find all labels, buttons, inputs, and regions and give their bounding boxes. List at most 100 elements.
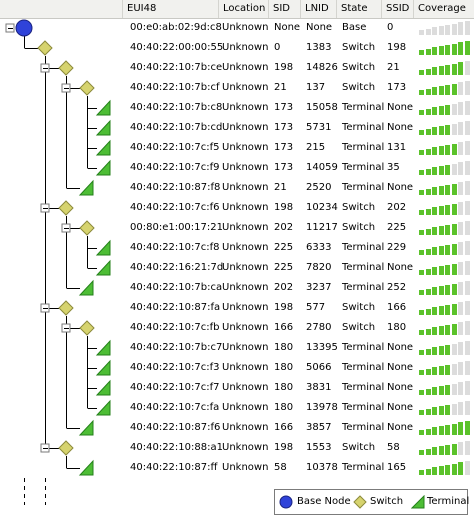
table-row[interactable]: 40:40:22:10:7c:fa Unknown 180 13978 Terminal… xyxy=(122,398,474,418)
table-row[interactable]: 40:40:22:10:7c:f7 Unknown 180 3831 Terminal N… xyxy=(122,378,474,398)
table-row[interactable]: 40:40:22:10:7b:cf Unknown 21 137 Switch 173 xyxy=(122,78,474,98)
ssid-cell: None xyxy=(387,382,414,393)
coverage-bar xyxy=(445,364,450,375)
coverage-bars xyxy=(419,40,471,55)
table-row[interactable]: 40:40:22:16:21:7d Unknown 225 7820 Terminal N… xyxy=(122,258,474,278)
table-row[interactable]: 40:40:22:10:7b:cd Unknown 173 5731 Terminal N… xyxy=(122,118,474,138)
eui48-cell: 40:40:22:10:7c:f6 xyxy=(130,202,220,213)
table-row[interactable]: 40:40:22:10:87:ff Unknown 58 10378 Terminal 1… xyxy=(122,458,474,478)
coverage-bar xyxy=(451,323,457,335)
coverage-bar xyxy=(458,282,463,295)
table-row[interactable]: 40:40:22:10:87:fa Unknown 198 577 Switch 166 xyxy=(122,298,474,318)
coverage-bar xyxy=(425,308,431,315)
eui48-cell: 40:40:22:10:7c:f9 xyxy=(130,162,220,173)
table-row[interactable]: 40:40:22:10:7c:f9 Unknown 173 14059 Terminal… xyxy=(122,158,474,178)
coverage-bars xyxy=(419,400,471,415)
lnid-cell: 5731 xyxy=(306,122,332,133)
column-header-location[interactable]: Location xyxy=(218,0,268,18)
column-header-ssid[interactable]: SSID xyxy=(381,0,413,18)
table-row[interactable]: 40:40:22:10:88:a1 Unknown 198 1553 Switch 58 xyxy=(122,438,474,458)
coverage-bar xyxy=(438,406,444,415)
table-row[interactable]: 40:40:22:10:7c:fb Unknown 166 2780 Switch 180 xyxy=(122,318,474,338)
coverage-bars xyxy=(419,440,471,455)
table-row[interactable]: 40:40:22:10:87:f6 Unknown 166 3857 Terminal N… xyxy=(122,418,474,438)
terminal-icon xyxy=(95,399,111,416)
terminal-icon xyxy=(411,495,425,509)
lnid-cell: 1383 xyxy=(306,42,332,53)
coverage-bar xyxy=(419,90,424,95)
lnid-cell: 2520 xyxy=(306,182,332,193)
coverage-bar xyxy=(425,448,431,455)
coverage-bar xyxy=(432,147,437,155)
coverage-bar xyxy=(438,266,444,275)
coverage-bars xyxy=(419,160,471,175)
coverage-bar xyxy=(445,284,450,295)
table-row[interactable]: 40:40:22:10:7b:c7 Unknown 180 13395 Terminal… xyxy=(122,338,474,358)
table-row[interactable]: 40:40:22:10:7b:ca Unknown 202 3237 Terminal 2… xyxy=(122,278,474,298)
coverage-bar xyxy=(432,427,437,435)
coverage-bars xyxy=(419,360,471,375)
state-cell: Base xyxy=(342,22,367,33)
table-row[interactable]: 40:40:22:10:7c:f3 Unknown 180 5066 Terminal N… xyxy=(122,358,474,378)
lnid-cell: 3831 xyxy=(306,382,332,393)
sid-cell: 180 xyxy=(274,382,294,393)
eui48-cell: 40:40:22:10:7b:cf xyxy=(130,82,220,93)
table-row[interactable]: 40:40:22:10:7b:ce Unknown 198 14826 Switch 21 xyxy=(122,58,474,78)
coverage-bar xyxy=(419,250,424,255)
table-row[interactable]: 40:40:22:00:00:55 Unknown 0 1383 Switch 198 xyxy=(122,38,474,58)
lnid-cell: 10378 xyxy=(306,462,338,473)
coverage-bars xyxy=(419,80,471,95)
coverage-bar xyxy=(425,428,431,435)
coverage-bar xyxy=(419,470,424,475)
column-header-state[interactable]: State xyxy=(336,0,381,18)
eui48-cell: 40:40:22:10:7b:cd xyxy=(130,122,223,133)
table-row[interactable]: 40:40:22:10:87:f8 Unknown 21 2520 Terminal No… xyxy=(122,178,474,198)
coverage-bar xyxy=(451,383,457,395)
coverage-bar xyxy=(419,430,424,435)
sid-cell: 180 xyxy=(274,402,294,413)
eui48-cell: 40:40:22:10:7b:c7 xyxy=(130,342,223,353)
location-cell: Unknown xyxy=(222,182,269,193)
sid-cell: 180 xyxy=(274,342,294,353)
column-header-eui48[interactable]: EUI48 xyxy=(122,0,218,18)
table-row[interactable]: 40:40:22:10:7c:f6 Unknown 198 10234 Switch 20… xyxy=(122,198,474,218)
column-header-lnid[interactable]: LNID xyxy=(300,0,336,18)
coverage-bar xyxy=(451,363,457,375)
coverage-bar xyxy=(419,370,424,375)
coverage-bars xyxy=(419,220,471,235)
coverage-bar xyxy=(464,360,470,375)
switch-icon xyxy=(37,40,53,56)
terminal-icon xyxy=(95,99,111,116)
ssid-cell: 166 xyxy=(387,302,407,313)
coverage-bar xyxy=(419,150,424,155)
switch-icon xyxy=(58,200,74,216)
table-row[interactable]: 40:40:22:10:7c:f5 Unknown 173 215 Terminal 13… xyxy=(122,138,474,158)
column-header-coverage[interactable]: Coverage xyxy=(413,0,474,18)
coverage-bar xyxy=(425,188,431,195)
table-row[interactable]: 40:40:22:10:7c:f8 Unknown 225 6333 Terminal 2… xyxy=(122,238,474,258)
coverage-bar xyxy=(419,390,424,395)
coverage-bar xyxy=(419,190,424,195)
ssid-cell: 225 xyxy=(387,222,407,233)
coverage-bar xyxy=(451,163,457,175)
coverage-bar xyxy=(438,106,444,115)
eui48-cell: 40:40:22:10:7b:ca xyxy=(130,282,223,293)
coverage-bar xyxy=(432,207,437,215)
column-header-sid[interactable]: SID xyxy=(268,0,300,18)
table-row[interactable]: 00:e0:ab:02:9d:c8 Unknown None None Base 0 xyxy=(122,18,474,38)
coverage-bar xyxy=(432,467,437,475)
coverage-bars xyxy=(419,100,471,115)
coverage-bar xyxy=(438,186,444,195)
state-cell: Terminal xyxy=(342,102,385,113)
coverage-bar xyxy=(425,348,431,355)
ssid-cell: 229 xyxy=(387,242,407,253)
table-row[interactable]: 00:80:e1:00:17:21 Unknown 202 11217 Switch 22… xyxy=(122,218,474,238)
coverage-bar xyxy=(445,84,450,95)
coverage-bar xyxy=(458,202,463,215)
eui48-cell: 00:e0:ab:02:9d:c8 xyxy=(130,22,222,33)
table-row[interactable]: 40:40:22:10:7b:c8 Unknown 173 15058 Terminal… xyxy=(122,98,474,118)
coverage-bar xyxy=(438,226,444,235)
ssid-cell: 252 xyxy=(387,282,407,293)
coverage-bars xyxy=(419,420,471,435)
coverage-bar xyxy=(419,50,424,55)
